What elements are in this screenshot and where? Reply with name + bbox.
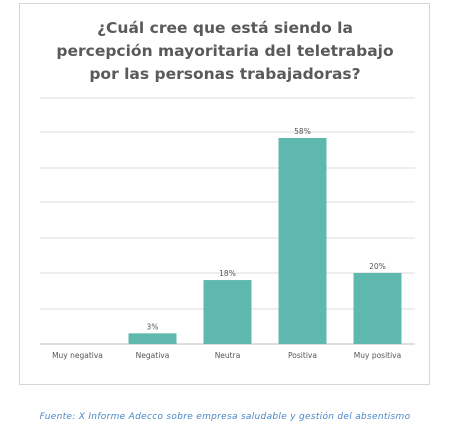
bar-4 (353, 272, 402, 344)
bar-3 (278, 138, 327, 344)
data-label-1: 3% (147, 322, 159, 331)
chart-title: ¿Cuál cree que está siendo la percepción… (56, 19, 394, 83)
x-tick-label-2: Neutra (215, 351, 241, 360)
data-label-3: 58% (294, 127, 311, 136)
data-label-4: 20% (369, 262, 386, 271)
bar-1 (128, 333, 177, 344)
x-tick-label-4: Muy positiva (354, 351, 401, 360)
x-tick-label-0: Muy negativa (52, 351, 103, 360)
bar-2 (203, 280, 252, 344)
x-tick-label-3: Positiva (288, 351, 317, 360)
source-note: Fuente: X Informe Adecco sobre empresa s… (39, 412, 411, 422)
x-tick-label-1: Negativa (136, 351, 170, 360)
data-label-2: 18% (219, 269, 236, 278)
